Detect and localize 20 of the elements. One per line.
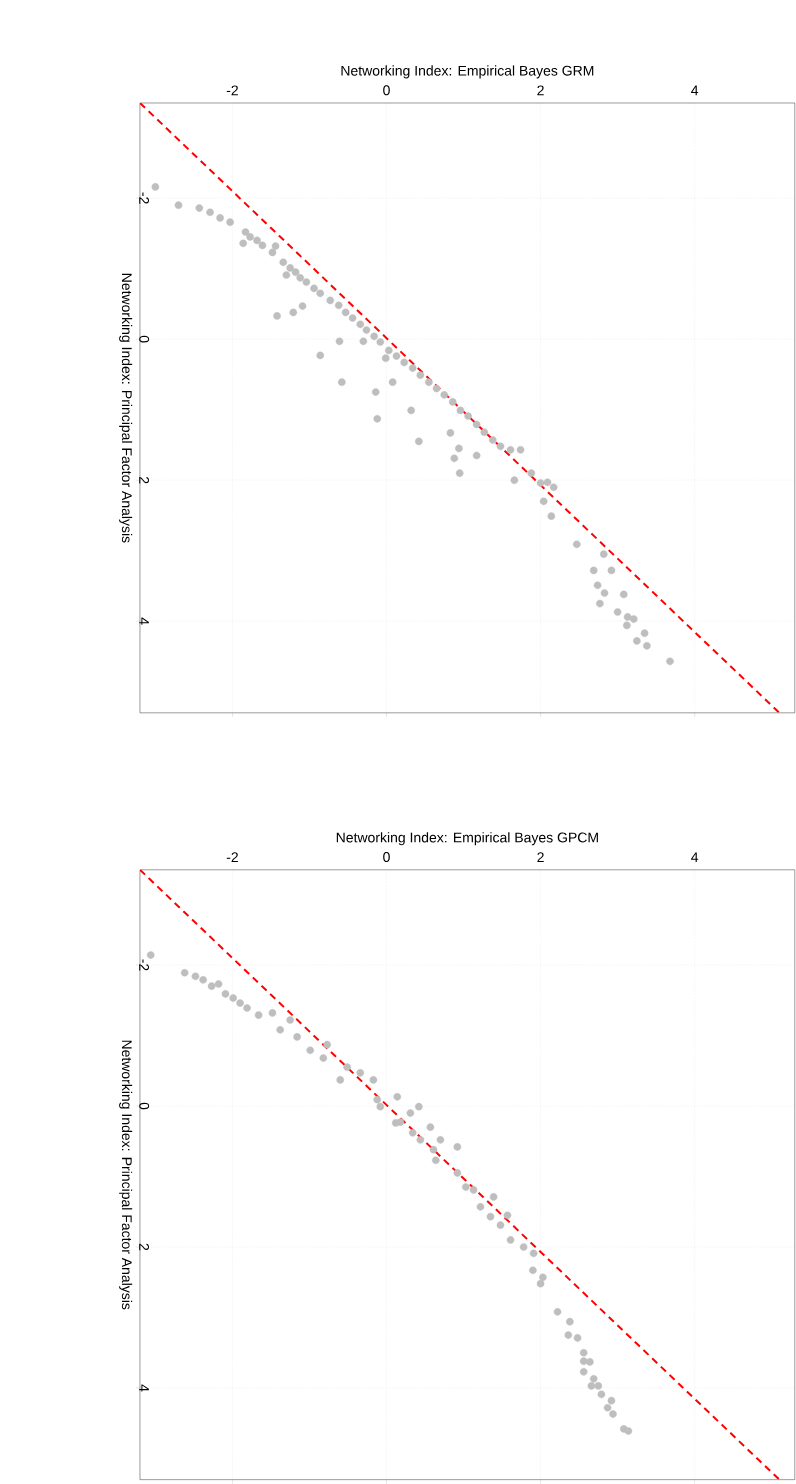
x-tick-label: -2 <box>226 85 239 96</box>
y-axis-title: Networking Index: Principal Factor Analysis <box>119 1040 133 1310</box>
x-tick-label: 0 <box>383 852 390 863</box>
x-tick-label: -2 <box>226 852 239 862</box>
y-tick-label: -2 <box>139 192 150 204</box>
y-tick-label: 0 <box>139 1102 150 1110</box>
x-tick-label: 4 <box>691 85 699 96</box>
y-tick-label: 4 <box>139 617 149 625</box>
x-tick-label: 2 <box>537 852 544 862</box>
x-tick-label: 4 <box>691 852 699 862</box>
x-axis-title: Networking Index: Empirical Bayes GPCM <box>336 832 599 846</box>
x-tick-label: 2 <box>537 85 544 96</box>
y-tick-label: 0 <box>139 335 150 343</box>
y-tick-label: 2 <box>139 476 150 484</box>
x-axis-title: Networking Index: Empirical Bayes GRM <box>341 65 594 79</box>
y-axis-title: Networking Index: Principal Factor Analysis <box>119 273 133 543</box>
x-tick-label: 0 <box>383 85 390 96</box>
y-tick-label: 4 <box>139 1384 149 1392</box>
y-tick-label: -2 <box>139 959 150 971</box>
y-tick-label: 2 <box>139 1243 150 1251</box>
